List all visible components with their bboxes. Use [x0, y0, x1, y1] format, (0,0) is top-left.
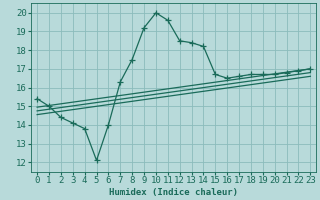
X-axis label: Humidex (Indice chaleur): Humidex (Indice chaleur) — [109, 188, 238, 197]
